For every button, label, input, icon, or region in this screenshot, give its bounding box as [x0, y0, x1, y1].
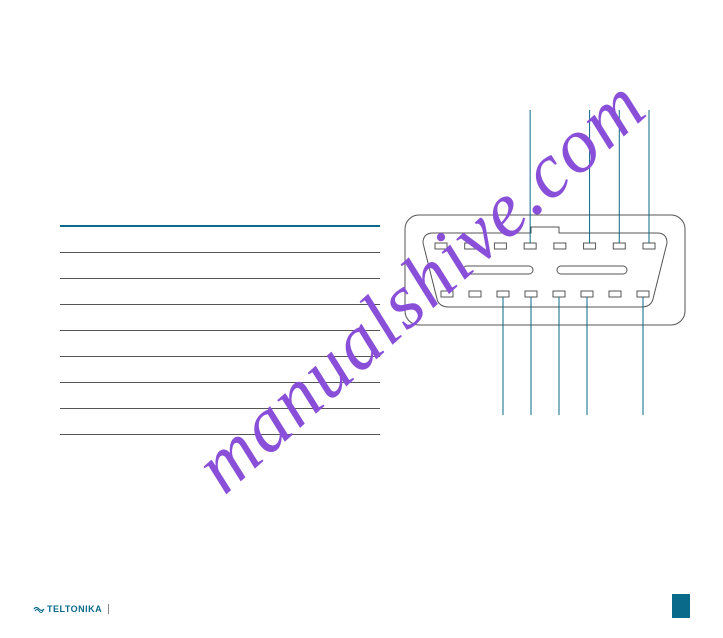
obd-connector-diagram — [395, 95, 695, 425]
footer-divider — [108, 604, 109, 614]
table-row — [60, 357, 380, 383]
page-number-tab — [672, 594, 690, 618]
table-row — [60, 331, 380, 357]
table-row — [60, 305, 380, 331]
table-row — [60, 409, 380, 435]
logo-icon — [33, 604, 45, 614]
table-row — [60, 279, 380, 305]
table-row — [60, 383, 380, 409]
footer: TELTONIKA — [33, 604, 109, 614]
pinout-table — [60, 205, 380, 435]
table-row — [60, 227, 380, 253]
brand-logo: TELTONIKA — [33, 604, 102, 614]
table-header-rule — [60, 205, 380, 227]
table-row — [60, 253, 380, 279]
brand-name: TELTONIKA — [47, 604, 102, 614]
